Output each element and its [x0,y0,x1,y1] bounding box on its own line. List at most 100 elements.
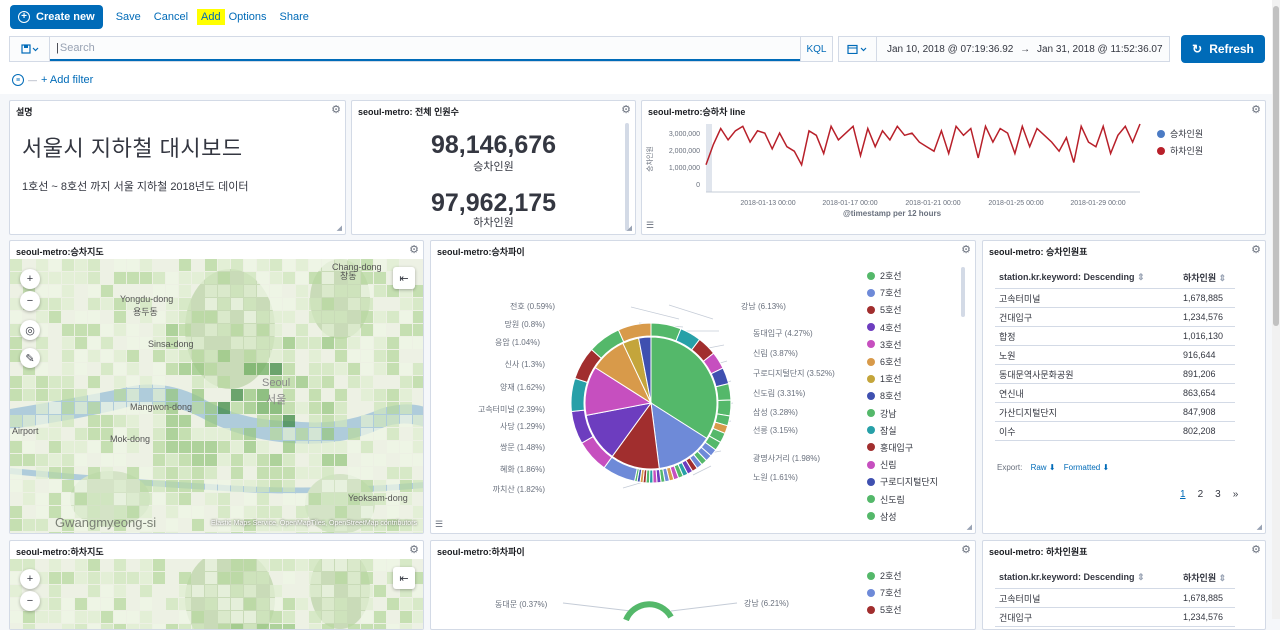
next-page-link[interactable]: » [1232,489,1239,500]
date-start[interactable]: Jan 10, 2018 @ 07:19:36.92 [887,43,1014,55]
resize-handle[interactable]: ◢ [626,225,632,232]
heat-cell [309,389,321,401]
cancel-link[interactable]: Cancel [153,11,189,23]
page-link[interactable]: 2 [1197,489,1204,500]
legend-item[interactable]: 삼성 [867,508,947,525]
heat-cell [62,415,74,427]
column-header-station[interactable]: station.kr.keyword: Descending ⇕ [999,272,1145,282]
filter-options-icon[interactable]: ≡ [12,74,24,86]
pie-label: 노원 (1.61%) [753,473,798,482]
legend-item[interactable]: 5호선 [867,601,947,618]
legend-item[interactable]: 7호선 [867,284,947,301]
heat-cell [283,572,295,584]
locate-icon[interactable]: ◎ [20,320,40,340]
legend-item[interactable]: 4호선 [867,319,947,336]
legend-scrollbar[interactable] [961,267,965,317]
gear-icon[interactable]: ⚙ [621,104,631,116]
save-link[interactable]: Save [115,11,141,23]
heat-cell [205,559,217,571]
add-filter-link[interactable]: + Add filter [41,74,94,86]
heat-cell [179,611,191,623]
date-range[interactable]: Jan 10, 2018 @ 07:19:36.92 → Jan 31, 201… [877,44,1163,55]
heat-cell [400,467,412,479]
page-link[interactable]: 1 [1180,489,1186,500]
plus-icon: + [18,11,30,23]
legend-item[interactable]: 2호선 [867,567,947,584]
legend-item[interactable]: 잠실 [867,422,947,439]
draw-tool-icon[interactable]: ✎ [20,348,40,368]
board-map[interactable]: Yongdu-dong 용두동 Sinsa-dong Mangwon-dong … [10,259,423,533]
page-link[interactable]: 3 [1215,489,1221,500]
share-link[interactable]: Share [279,11,309,23]
count-cell: 916,644 [1183,350,1216,360]
options-link[interactable]: Options [228,11,267,23]
legend-item[interactable]: 2호선 [867,267,947,284]
heat-cell [335,389,347,401]
gear-icon[interactable]: ⚙ [409,544,419,556]
heat-cell [309,259,321,271]
add-link[interactable]: Add [197,9,225,25]
gear-icon[interactable]: ⚙ [1251,104,1261,116]
export-formatted-link[interactable]: Formatted ⬇ [1063,463,1110,472]
count-cell: 863,654 [1183,388,1216,398]
pie-slice[interactable] [638,336,652,404]
kql-toggle[interactable]: KQL [800,37,832,61]
legend-item[interactable]: 선릉 [867,525,947,530]
layer-toggle-icon[interactable]: ⇤ [393,267,415,289]
legend-item[interactable]: 강남 [867,405,947,422]
layer-toggle-icon[interactable]: ⇤ [393,567,415,589]
legend-item[interactable]: 신림 [867,456,947,473]
heat-cell [387,467,399,479]
map-canvas[interactable] [10,259,423,533]
column-header-count[interactable]: 하차인원 ⇕ [1183,573,1227,583]
saved-query-button[interactable] [10,37,50,61]
legend-item[interactable]: 5호선 [867,301,947,318]
pie-slice[interactable] [623,601,674,621]
export-raw-link[interactable]: Raw ⬇ [1030,463,1056,472]
search-input[interactable]: | Search [50,37,800,61]
heat-cell [257,493,269,505]
column-header-count[interactable]: 하차인원 ⇕ [1183,273,1227,283]
legend-label: 4호선 [880,322,902,333]
legend-item[interactable]: 1호선 [867,370,947,387]
gear-icon[interactable]: ⚙ [961,244,971,256]
data-table-icon[interactable]: ☰ [435,519,444,529]
gear-icon[interactable]: ⚙ [1251,544,1261,556]
refresh-button[interactable]: ↻ Refresh [1181,35,1265,63]
heat-cell [62,493,74,505]
legend-item[interactable]: 구로디지털단지 [867,473,947,490]
legend-item[interactable]: 8호선 [867,387,947,404]
gear-icon[interactable]: ⚙ [961,544,971,556]
legend-item[interactable]: 하차인원 [1157,144,1203,157]
zoom-out-button[interactable]: − [20,591,40,611]
heat-cell [244,585,256,597]
gear-icon[interactable]: ⚙ [1251,244,1261,256]
quick-date-button[interactable] [839,37,877,61]
resize-handle[interactable]: ◢ [336,225,342,232]
heat-cell [62,324,74,336]
heat-cell [10,324,22,336]
zoom-in-button[interactable]: + [20,569,40,589]
gear-icon[interactable]: ⚙ [409,244,419,256]
gear-icon[interactable]: ⚙ [331,104,341,116]
map-attribution: Elastic Maps Service, OpenMapTiles, Open… [211,520,417,527]
legend-item[interactable]: 신도림 [867,490,947,507]
create-new-button[interactable]: + Create new [10,5,103,29]
column-header-station[interactable]: station.kr.keyword: Descending ⇕ [999,572,1145,582]
pie-slice[interactable] [617,322,652,343]
legend-item[interactable]: 7호선 [867,584,947,601]
legend-item[interactable]: 6호선 [867,353,947,370]
pie-slice[interactable] [715,382,732,401]
legend-item[interactable]: 홍대입구 [867,439,947,456]
legend-item[interactable]: 승차인원 [1157,127,1203,140]
zoom-out-button[interactable]: − [20,291,40,311]
pie-slice[interactable] [716,399,732,417]
data-table-icon[interactable]: ☰ [646,220,655,230]
page-scrollbar[interactable] [1272,0,1280,619]
legend-item[interactable]: 3호선 [867,336,947,353]
date-end[interactable]: Jan 31, 2018 @ 11:52:36.07 [1036,43,1163,55]
zoom-in-button[interactable]: + [20,269,40,289]
resize-handle[interactable]: ◢ [966,524,972,531]
panel-scrollbar[interactable] [625,123,629,231]
resize-handle[interactable]: ◢ [1256,524,1262,531]
